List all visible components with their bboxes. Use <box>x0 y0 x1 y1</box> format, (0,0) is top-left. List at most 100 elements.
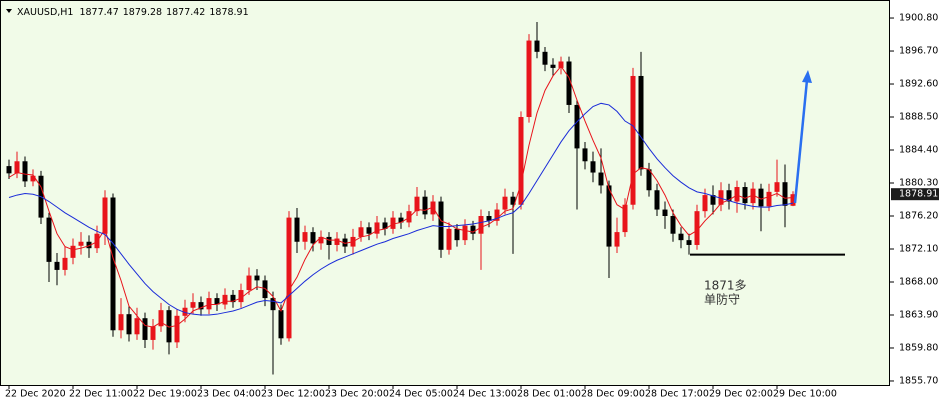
candle-body <box>78 241 84 246</box>
y-tick-label: 1855.70 <box>899 375 938 386</box>
x-tick-label: 23 Dec 12:00 <box>261 389 325 400</box>
candle-body <box>502 196 508 210</box>
arrow-shaft <box>793 79 809 204</box>
y-tick-label: 1892.60 <box>899 79 938 90</box>
candle-body <box>166 310 172 343</box>
candle-body <box>14 161 20 174</box>
moving-average <box>8 102 794 316</box>
candle-body <box>414 196 420 212</box>
y-tick-label: 1876.20 <box>899 210 938 221</box>
candle-body <box>638 75 644 170</box>
candle-body <box>774 182 780 192</box>
candle-body <box>614 232 620 247</box>
price-label: 1878.91 <box>899 189 938 200</box>
candle-body <box>558 61 564 68</box>
candle-body <box>302 232 308 242</box>
candle-body <box>382 222 388 229</box>
y-tick-label: 1884.40 <box>899 145 938 156</box>
x-tick-label: 23 Dec 20:00 <box>325 389 389 400</box>
candle-body <box>646 169 652 191</box>
x-tick-label: 22 Dec 2020 <box>5 389 66 400</box>
candle-body <box>590 161 596 173</box>
candle-body <box>174 315 180 343</box>
candle-body <box>438 201 444 250</box>
candle-body <box>542 51 548 65</box>
candle-body <box>262 280 268 299</box>
plot-area <box>0 0 890 386</box>
candle-body <box>678 233 684 241</box>
candle-body <box>534 40 540 52</box>
y-tick-label: 1872.10 <box>899 243 938 254</box>
x-tick-label: 22 Dec 19:00 <box>133 389 197 400</box>
candle-body <box>446 228 452 250</box>
candle-body <box>54 261 60 270</box>
candle-body <box>622 204 628 233</box>
candle-body <box>494 209 500 221</box>
candle-body <box>662 209 668 216</box>
candle-body <box>254 275 260 281</box>
candle-body <box>574 104 580 149</box>
annotation: 1871多 <box>704 279 747 293</box>
x-tick-label: 29 Dec 10:00 <box>773 389 837 400</box>
candle-body <box>326 236 332 245</box>
header-low: 1877.42 <box>166 7 205 18</box>
candle-body <box>582 148 588 162</box>
candle-body <box>22 161 28 182</box>
candle-body <box>358 227 364 237</box>
candle-body <box>462 225 468 241</box>
y-tick-label: 1859.80 <box>899 342 938 353</box>
x-tick-label: 28 Dec 17:00 <box>645 389 709 400</box>
candle-body <box>422 196 428 215</box>
candle-body <box>694 211 700 245</box>
symbol: XAUUSD,H1 <box>17 7 73 18</box>
candle-body <box>486 215 492 221</box>
candle-body <box>310 232 316 244</box>
candle-body <box>6 166 12 174</box>
candle-body <box>366 227 372 234</box>
x-tick-label: 24 Dec 13:00 <box>453 389 517 400</box>
candle-body <box>278 310 284 339</box>
candle-body <box>222 294 228 305</box>
candle-body <box>158 310 164 327</box>
candle-body <box>454 228 460 241</box>
candle-body <box>230 294 236 303</box>
candle-body <box>142 318 148 340</box>
candle-body <box>510 196 516 205</box>
header-open: 1877.47 <box>79 7 118 18</box>
candle-body <box>182 307 188 316</box>
y-tick-label: 1900.80 <box>899 13 938 24</box>
candle-body <box>134 318 140 335</box>
candle-body <box>70 245 76 258</box>
candle-body <box>198 302 204 310</box>
candle-body <box>246 275 252 291</box>
candle-body <box>30 175 36 182</box>
y-tick-label: 1868.00 <box>899 276 938 287</box>
candle-body <box>46 217 52 262</box>
candle-body <box>206 298 212 310</box>
candle-body <box>334 238 340 245</box>
candle-body <box>238 290 244 303</box>
candle-body <box>726 190 732 202</box>
candle-body <box>734 187 740 202</box>
candle-body <box>270 298 276 311</box>
candle-body <box>294 217 300 242</box>
candle-body <box>750 188 756 204</box>
candle-body <box>702 195 708 212</box>
candle-body <box>654 190 660 210</box>
arrow-head <box>802 70 812 83</box>
moving-average <box>8 65 794 328</box>
candle-body <box>790 194 796 206</box>
header-high: 1879.28 <box>123 7 162 18</box>
candle-body <box>670 215 676 234</box>
candle-body <box>398 217 404 223</box>
candle-body <box>470 225 476 234</box>
x-tick-label: 28 Dec 09:00 <box>581 389 645 400</box>
candle-body <box>318 236 324 244</box>
candle-body <box>342 238 348 247</box>
candle-body <box>102 197 108 234</box>
candle-body <box>550 64 556 68</box>
candle-body <box>566 61 572 105</box>
plot-layer: 1900.80 1896.70 1892.60 1888.50 1884.40 1880.… <box>5 13 938 400</box>
x-tick-label: 24 Dec 05:00 <box>389 389 453 400</box>
candle-body <box>214 298 220 305</box>
